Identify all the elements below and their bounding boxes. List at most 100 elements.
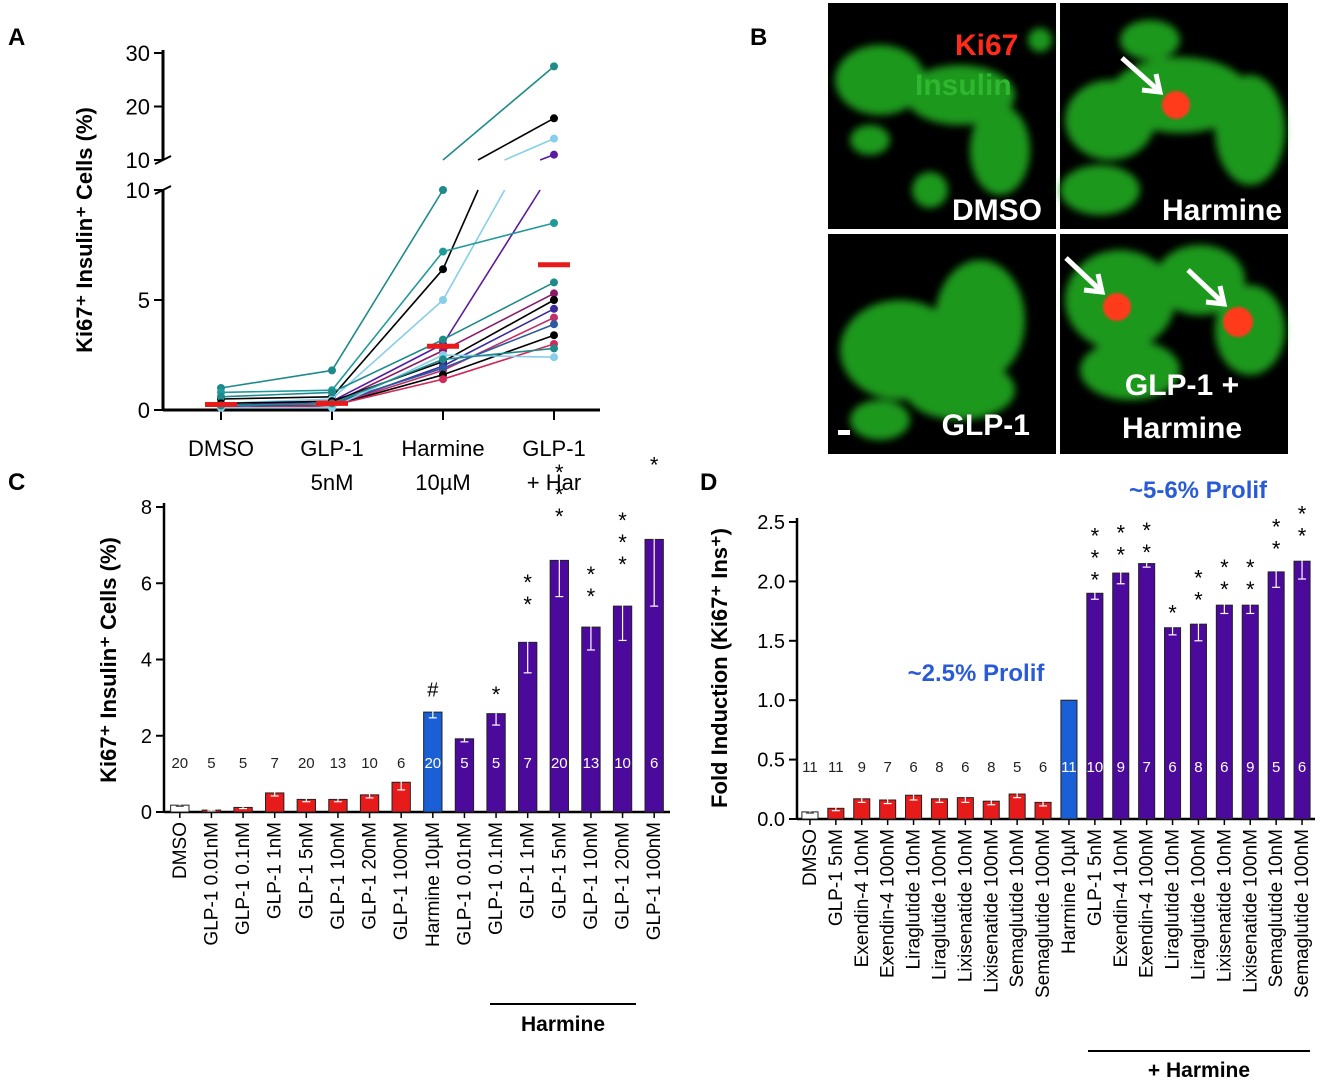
significance-marker: * (1116, 520, 1125, 545)
arrow-icon (1120, 56, 1164, 95)
x-category-label: DMSO (800, 829, 821, 886)
arrow-icon (1186, 268, 1228, 307)
legend-ki67: Ki67 (955, 29, 1018, 62)
sample-size-label: 6 (1220, 759, 1228, 776)
y-tick-label: 2.0 (757, 571, 785, 593)
panel-c-y-axis-label: Ki67⁺ Insulin⁺ Cells (%) (96, 537, 121, 783)
significance-marker: * (1246, 555, 1255, 580)
data-point (550, 62, 558, 71)
sample-size-label: 7 (271, 755, 279, 772)
y-tick-label: 30 (126, 41, 150, 66)
micrograph-tile-glp1-harmine: GLP-1 + Harmine (1060, 234, 1288, 454)
sample-size-label: 7 (883, 759, 891, 776)
significance-marker: * (1272, 514, 1281, 539)
x-category-label: + Har (527, 470, 581, 495)
series-segment (331, 338, 444, 394)
series-segment (220, 391, 333, 398)
y-tick-label: 0 (141, 802, 152, 824)
series-segment (331, 251, 444, 391)
x-category-label: Exendin-4 100nM (1137, 829, 1158, 978)
series-segment (477, 117, 555, 161)
series-segment (220, 400, 333, 405)
sample-size-label: 6 (909, 759, 917, 776)
data-point (550, 296, 558, 304)
sample-size-label: 9 (858, 759, 866, 776)
panel-a-line-chart: Ki67⁺ Insulin⁺ Cells (%) 0 5 10 10 20 30 DMSO… (72, 41, 600, 495)
series-segment (442, 65, 555, 161)
annotation-high-prolif: ~5-6% Prolif (1129, 477, 1268, 504)
series-segment (442, 308, 555, 367)
bar (549, 559, 569, 813)
bar (1112, 572, 1130, 820)
significance-marker: * (587, 562, 596, 587)
sample-size-label: 6 (1039, 759, 1047, 776)
arrow-icon (1064, 256, 1106, 295)
x-category-label: GLP-1 1nM (518, 822, 539, 919)
data-point (550, 344, 558, 353)
sample-size-label: 7 (524, 755, 532, 772)
y-tick-label: 10 (126, 178, 150, 203)
data-point (439, 296, 447, 304)
sample-size-label: 11 (802, 759, 818, 776)
sample-size-label: 20 (424, 755, 441, 772)
y-tick-label: 6 (141, 573, 152, 595)
panel-label-a: A (8, 24, 25, 51)
micrograph-tile-harmine: Harmine (1060, 3, 1288, 229)
series-segment (331, 358, 444, 405)
bar (1164, 627, 1182, 820)
sample-size-label: 10 (361, 755, 378, 772)
sample-size-label: 6 (961, 759, 969, 776)
sample-size-label: 5 (207, 755, 215, 772)
x-category-label: GLP-1 (300, 436, 364, 461)
x-category-label: Semaglutide 100nM (1292, 829, 1313, 998)
significance-marker: * (1091, 545, 1100, 570)
y-tick-label: 2.5 (757, 512, 785, 534)
series-segment (331, 378, 444, 407)
series-segment (442, 334, 555, 376)
data-point (550, 320, 558, 329)
significance-marker: * (523, 592, 532, 617)
x-category-label: Exendin-4 10nM (852, 829, 873, 967)
x-category-label: GLP-1 0.1nM (486, 822, 507, 935)
y-tick-label: 4 (141, 650, 152, 672)
bar (581, 626, 601, 813)
series-segment (442, 222, 555, 253)
bar (1189, 623, 1207, 820)
data-point (439, 364, 447, 373)
significance-marker: * (618, 552, 627, 577)
x-category-label: Semaglutide 10nM (1266, 829, 1287, 987)
significance-marker: * (1272, 536, 1281, 561)
series-segment (442, 292, 555, 352)
significance-marker: * (618, 508, 627, 533)
panel-d-y-axis-label: Fold Induction (Ki67⁺ Ins⁺) (707, 528, 732, 808)
series-segment (442, 189, 506, 301)
data-point (217, 392, 225, 401)
plus-harmine-bracket-label: + Harmine (1148, 1059, 1250, 1082)
tile-label-glp1-harmine-line1: GLP-1 + (1125, 369, 1239, 402)
x-category-label: GLP-1 20nM (360, 822, 381, 930)
x-category-label: Harmine 10µM (423, 822, 444, 947)
sample-size-label: 13 (330, 755, 347, 772)
data-point (550, 353, 558, 362)
x-category-label: Liraglutide 10nM (904, 829, 925, 969)
x-category-label: 10µM (415, 470, 470, 495)
x-category-label: GLP-1 5nM (549, 822, 570, 919)
data-point (550, 134, 558, 143)
scale-bar (838, 430, 850, 435)
significance-marker: * (555, 504, 564, 529)
x-category-label: GLP-1 100nM (644, 822, 665, 940)
micrograph-tile-glp1: GLP-1 (828, 234, 1056, 454)
significance-marker: # (427, 679, 439, 701)
data-point (550, 150, 558, 159)
data-point (550, 219, 558, 227)
significance-marker: * (1220, 555, 1229, 580)
x-category-label: DMSO (188, 436, 254, 461)
tile-label-glp1: GLP-1 (942, 409, 1030, 442)
panel-a-y-axis-label: Ki67⁺ Insulin⁺ Cells (%) (72, 107, 97, 353)
x-category-label: Lixisenatide 10nM (1214, 829, 1235, 982)
bar (1215, 604, 1233, 820)
significance-marker: * (492, 682, 501, 707)
x-category-label: GLP-1 5nM (296, 822, 317, 919)
significance-marker: * (1168, 601, 1177, 626)
x-category-label: GLP-1 0.01nM (454, 822, 475, 946)
